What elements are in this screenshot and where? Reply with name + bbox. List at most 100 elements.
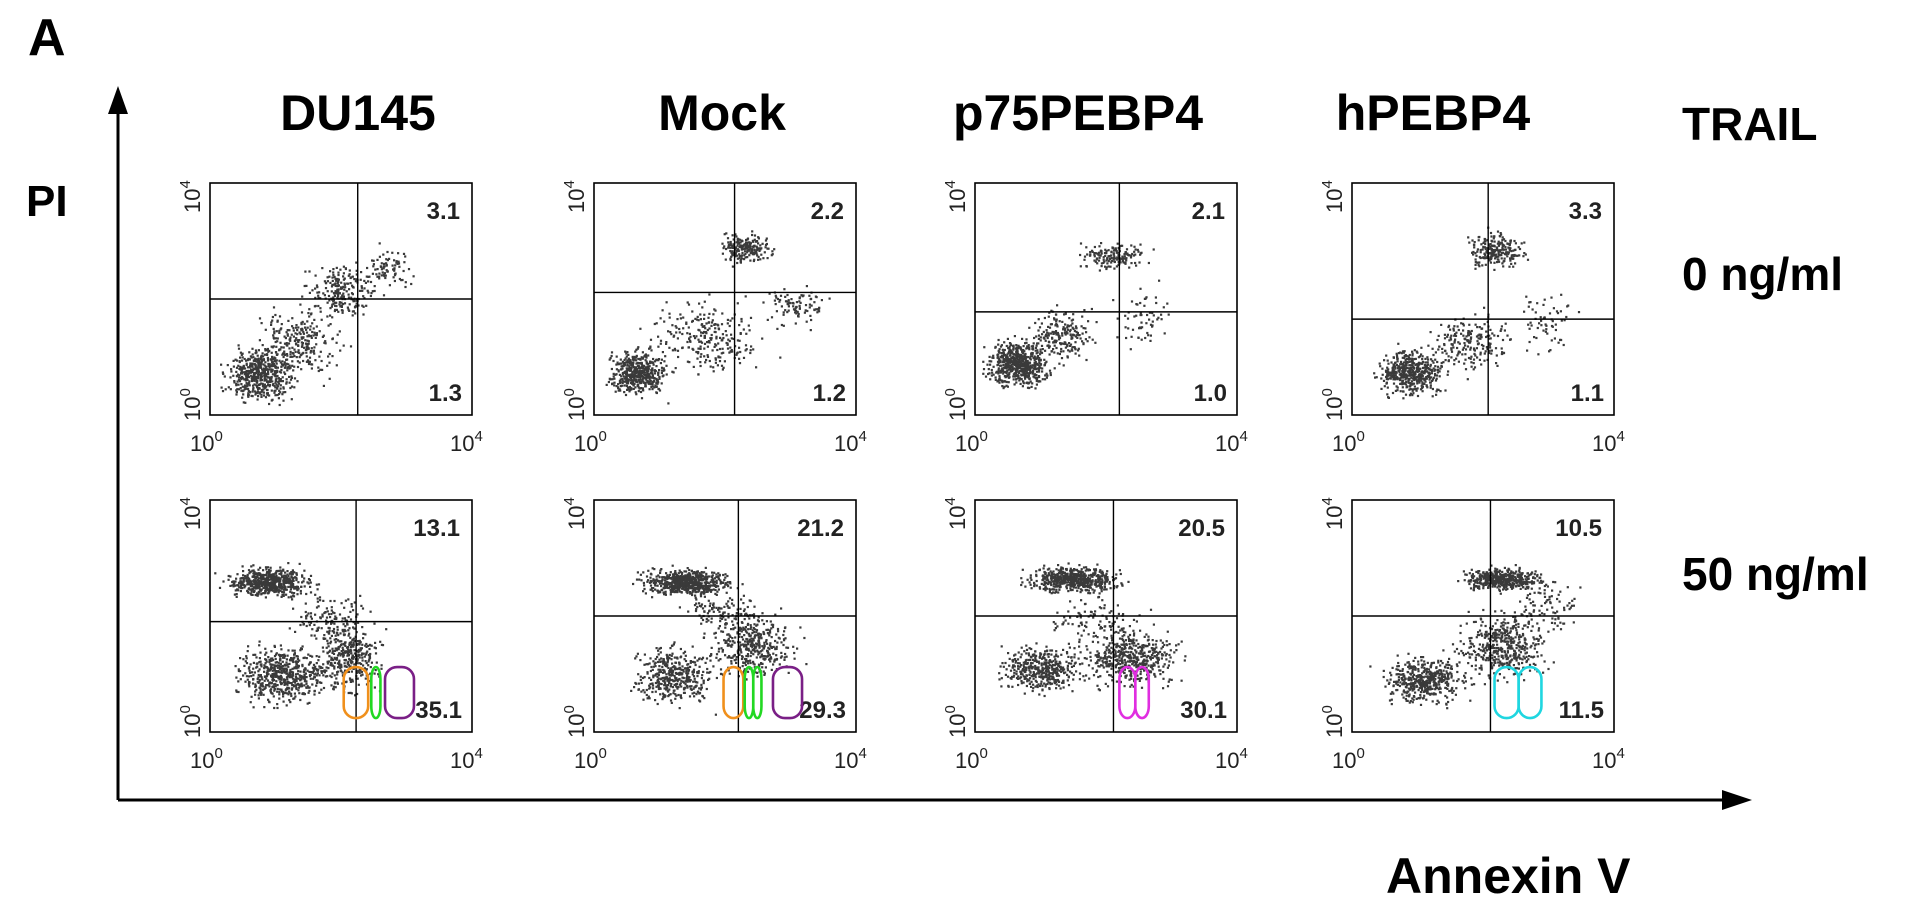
event-dot bbox=[1025, 355, 1028, 358]
event-dot bbox=[293, 592, 296, 595]
event-dot bbox=[1489, 328, 1492, 331]
event-dot bbox=[1381, 367, 1384, 370]
event-dot bbox=[301, 344, 304, 347]
event-dot bbox=[789, 302, 792, 305]
event-dot bbox=[347, 274, 350, 277]
event-dot bbox=[1414, 378, 1417, 381]
event-dot bbox=[340, 305, 343, 308]
event-dot bbox=[331, 279, 334, 282]
event-dot bbox=[1424, 380, 1427, 383]
event-dot bbox=[999, 371, 1002, 374]
event-dot bbox=[326, 290, 329, 293]
event-dot bbox=[1089, 251, 1092, 254]
event-dot bbox=[304, 672, 307, 675]
event-dot bbox=[1033, 355, 1036, 358]
event-dot bbox=[1394, 361, 1397, 364]
event-dot bbox=[1058, 338, 1061, 341]
event-dot bbox=[1022, 345, 1025, 348]
event-dot bbox=[1498, 254, 1501, 257]
event-dot bbox=[305, 328, 308, 331]
event-dot bbox=[1113, 257, 1116, 260]
event-dot bbox=[1405, 355, 1408, 358]
event-dot bbox=[254, 584, 257, 587]
event-dot bbox=[253, 579, 256, 582]
event-dot bbox=[234, 358, 237, 361]
event-dot bbox=[283, 366, 286, 369]
event-dot bbox=[721, 312, 724, 315]
event-dot bbox=[256, 386, 259, 389]
event-dot bbox=[1480, 243, 1483, 246]
event-dot bbox=[378, 242, 381, 245]
event-dot bbox=[1058, 352, 1061, 356]
upper-right-percent: 2.2 bbox=[811, 198, 844, 225]
event-dot bbox=[1113, 249, 1116, 252]
event-dot bbox=[620, 368, 623, 371]
event-dot bbox=[285, 378, 288, 381]
event-dot bbox=[374, 268, 377, 271]
event-dot bbox=[1427, 344, 1430, 347]
event-dot bbox=[346, 306, 349, 309]
event-dot bbox=[656, 381, 659, 384]
event-dot bbox=[1149, 339, 1152, 342]
event-dot bbox=[1053, 317, 1056, 320]
event-dot bbox=[730, 251, 733, 254]
event-dot bbox=[343, 283, 346, 286]
event-dot bbox=[295, 326, 298, 329]
event-dot bbox=[380, 274, 383, 277]
event-dot bbox=[752, 259, 755, 263]
event-dot bbox=[1402, 397, 1405, 400]
event-dot bbox=[360, 285, 363, 288]
event-dot bbox=[1485, 256, 1489, 259]
event-dot bbox=[1125, 336, 1128, 340]
event-dot bbox=[1497, 258, 1500, 261]
event-dot bbox=[252, 378, 255, 381]
event-dot bbox=[264, 361, 267, 364]
event-dot bbox=[1500, 251, 1503, 254]
event-dot bbox=[268, 394, 271, 397]
event-dot bbox=[1446, 335, 1449, 338]
event-dot bbox=[1133, 315, 1136, 318]
event-dot bbox=[999, 359, 1002, 362]
event-dot bbox=[1410, 368, 1413, 371]
event-dot bbox=[278, 378, 281, 381]
event-dots bbox=[982, 242, 1170, 390]
event-dot bbox=[319, 297, 322, 300]
event-dot bbox=[257, 357, 260, 360]
event-dot bbox=[1071, 318, 1075, 321]
event-dot bbox=[753, 258, 756, 261]
event-dot bbox=[1411, 360, 1414, 363]
event-dot bbox=[729, 242, 732, 246]
event-dot bbox=[1028, 326, 1031, 329]
event-dot bbox=[1022, 368, 1025, 371]
event-dot bbox=[1439, 390, 1442, 393]
event-dot bbox=[1418, 363, 1421, 366]
event-dot bbox=[625, 379, 628, 382]
event-dot bbox=[1434, 365, 1437, 368]
event-dot bbox=[380, 262, 383, 265]
event-dot bbox=[274, 371, 277, 374]
event-dot bbox=[1046, 336, 1049, 340]
event-dot bbox=[692, 348, 695, 351]
event-dot bbox=[1102, 258, 1105, 261]
event-dot bbox=[619, 389, 622, 392]
event-dot bbox=[1464, 344, 1467, 347]
event-dot bbox=[1404, 383, 1408, 386]
event-dot bbox=[252, 384, 255, 387]
event-dot bbox=[312, 327, 315, 330]
event-dot bbox=[351, 314, 354, 317]
event-dot bbox=[714, 327, 717, 330]
event-dot bbox=[1135, 303, 1138, 306]
event-dot bbox=[704, 361, 707, 364]
event-dot bbox=[1004, 365, 1007, 368]
event-dot bbox=[817, 309, 820, 312]
event-dot bbox=[288, 364, 291, 367]
event-dot bbox=[1151, 311, 1154, 315]
event-dot bbox=[243, 378, 246, 381]
event-dot bbox=[392, 276, 395, 279]
event-dot bbox=[665, 342, 668, 345]
event-dot bbox=[1386, 366, 1389, 369]
event-dot bbox=[1474, 313, 1477, 316]
event-dot bbox=[1417, 380, 1420, 383]
event-dot bbox=[245, 655, 248, 658]
event-dot bbox=[289, 590, 292, 593]
